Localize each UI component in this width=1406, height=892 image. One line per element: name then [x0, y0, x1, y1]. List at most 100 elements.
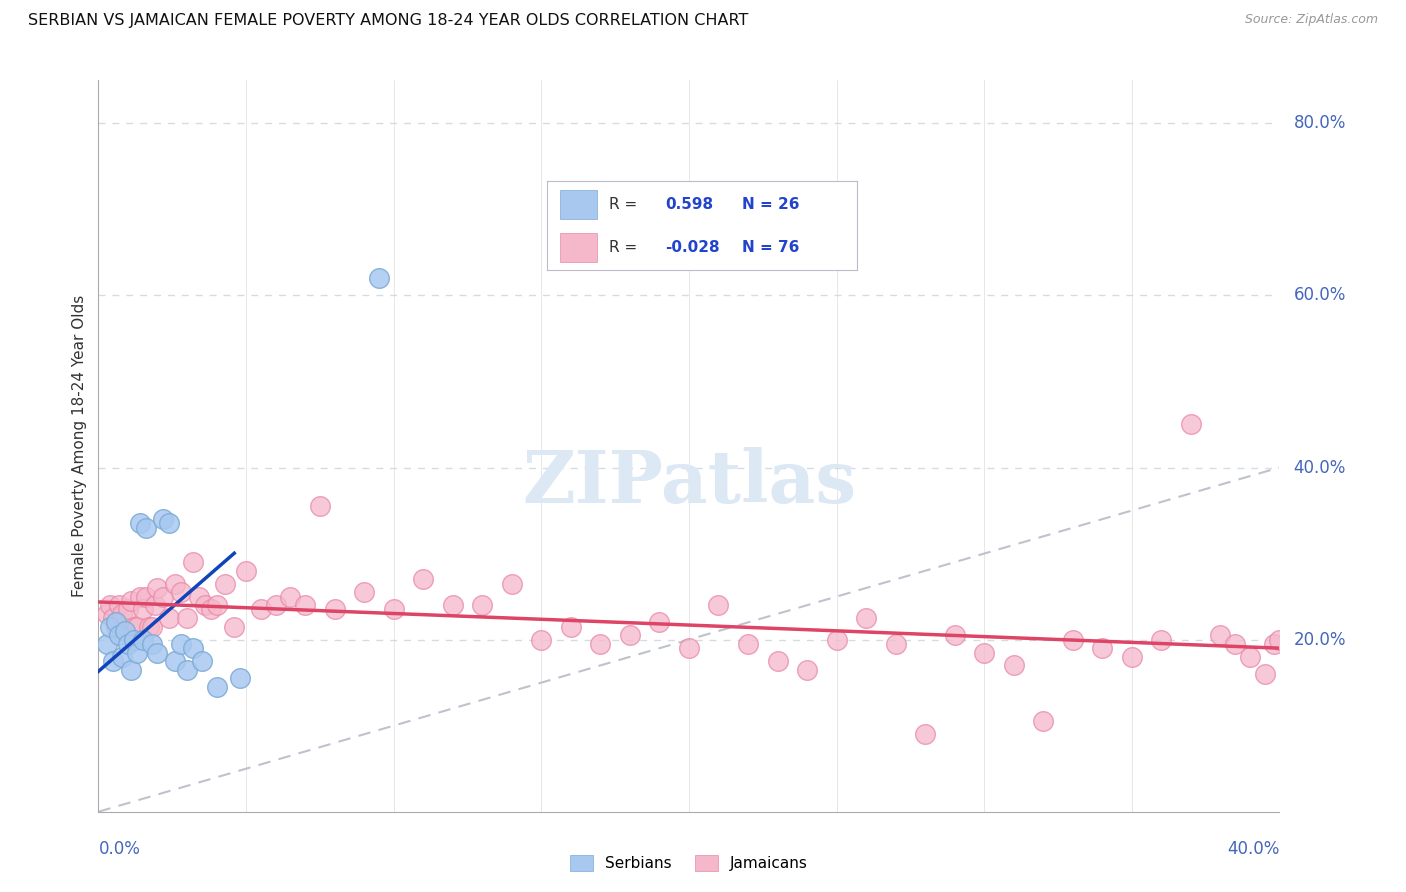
Point	[128, 516, 150, 531]
Point	[278, 590, 302, 604]
Point	[224, 620, 246, 634]
Point	[796, 663, 818, 677]
Point	[943, 628, 966, 642]
Point	[914, 727, 936, 741]
Point	[412, 573, 434, 587]
Point	[368, 271, 391, 285]
Point	[105, 615, 128, 630]
Point	[146, 581, 169, 595]
Point	[1357, 632, 1379, 647]
Point	[353, 585, 375, 599]
Point	[678, 641, 700, 656]
Point	[135, 521, 157, 535]
Point	[165, 576, 187, 591]
Point	[1327, 641, 1350, 656]
Point	[1062, 632, 1084, 647]
Text: N = 76: N = 76	[742, 240, 800, 255]
Point	[382, 602, 405, 616]
Point	[120, 663, 142, 677]
Point	[117, 602, 139, 616]
Point	[1298, 649, 1320, 664]
Point	[1209, 628, 1232, 642]
Point	[619, 628, 641, 642]
Point	[855, 611, 877, 625]
Point	[103, 611, 125, 625]
Point	[323, 602, 346, 616]
Point	[1121, 649, 1143, 664]
Text: 0.598: 0.598	[665, 197, 713, 212]
Text: 80.0%: 80.0%	[1294, 114, 1346, 132]
Text: SERBIAN VS JAMAICAN FEMALE POVERTY AMONG 18-24 YEAR OLDS CORRELATION CHART: SERBIAN VS JAMAICAN FEMALE POVERTY AMONG…	[28, 13, 748, 29]
Point	[146, 646, 169, 660]
Point	[648, 615, 671, 630]
Point	[114, 624, 136, 638]
Point	[194, 598, 217, 612]
Point	[1239, 649, 1261, 664]
Point	[152, 512, 174, 526]
Point	[96, 637, 118, 651]
Point	[122, 632, 145, 647]
Point	[187, 590, 209, 604]
Point	[111, 607, 134, 621]
Point	[176, 663, 198, 677]
Point	[1091, 641, 1114, 656]
Point	[250, 602, 273, 616]
Point	[98, 620, 121, 634]
Point	[205, 598, 228, 612]
Text: Source: ZipAtlas.com: Source: ZipAtlas.com	[1244, 13, 1378, 27]
Bar	[560, 190, 596, 219]
Point	[170, 637, 193, 651]
Point	[235, 564, 257, 578]
Point	[1282, 641, 1305, 656]
Text: R =: R =	[609, 197, 643, 212]
Point	[707, 598, 730, 612]
Text: 20.0%: 20.0%	[1294, 631, 1346, 648]
Text: 40.0%: 40.0%	[1227, 839, 1279, 857]
Point	[170, 585, 193, 599]
Point	[884, 637, 907, 651]
Point	[125, 620, 148, 634]
Point	[141, 620, 163, 634]
Point	[176, 611, 198, 625]
Point	[122, 620, 145, 634]
Text: ZIPatlas: ZIPatlas	[522, 447, 856, 518]
Point	[108, 598, 131, 612]
Point	[138, 620, 160, 634]
Point	[1032, 714, 1054, 729]
Point	[105, 620, 128, 634]
Point	[1002, 658, 1025, 673]
Point	[766, 654, 789, 668]
Point	[108, 628, 131, 642]
Point	[294, 598, 316, 612]
Point	[530, 632, 553, 647]
Y-axis label: Female Poverty Among 18-24 Year Olds: Female Poverty Among 18-24 Year Olds	[72, 295, 87, 597]
Point	[205, 680, 228, 694]
Point	[309, 500, 332, 514]
Text: R =: R =	[609, 240, 643, 255]
Point	[1254, 667, 1277, 681]
Point	[152, 590, 174, 604]
Point	[125, 646, 148, 660]
Point	[181, 555, 204, 569]
Point	[1263, 637, 1285, 651]
Point	[135, 590, 157, 604]
Text: 40.0%: 40.0%	[1294, 458, 1346, 476]
Point	[264, 598, 287, 612]
Point	[157, 611, 180, 625]
Point	[973, 646, 995, 660]
Point	[128, 590, 150, 604]
Point	[165, 654, 187, 668]
Text: 0.0%: 0.0%	[98, 839, 141, 857]
Point	[132, 602, 155, 616]
Point	[114, 624, 136, 638]
Point	[501, 576, 523, 591]
Point	[103, 654, 125, 668]
Point	[214, 576, 236, 591]
Point	[560, 620, 582, 634]
Text: N = 26: N = 26	[742, 197, 800, 212]
Bar	[560, 233, 596, 261]
Point	[737, 637, 759, 651]
Point	[1180, 417, 1202, 432]
Point	[191, 654, 214, 668]
Point	[1268, 632, 1291, 647]
